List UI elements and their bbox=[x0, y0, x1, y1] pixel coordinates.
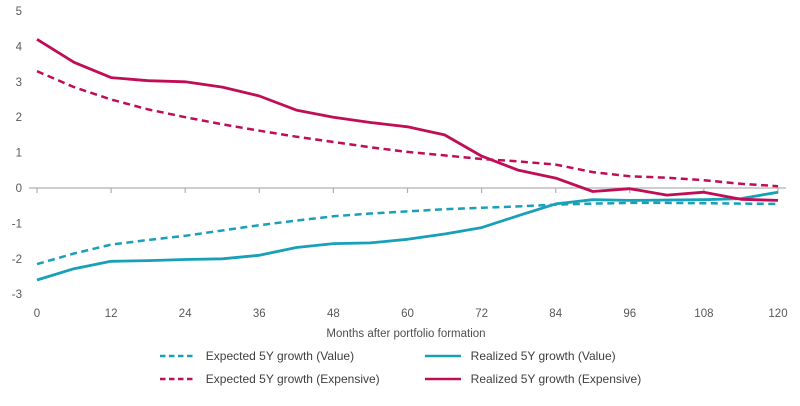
x-axis-tick-label: 24 bbox=[179, 308, 192, 320]
series-line-3 bbox=[36, 38, 779, 202]
y-axis-tick-label: -3 bbox=[12, 289, 22, 301]
x-axis-tick-label: 84 bbox=[549, 308, 562, 320]
legend-solid-line-swatch bbox=[424, 354, 461, 358]
chart-legend: Expected 5Y growth (Value) Realized 5Y gr… bbox=[159, 349, 641, 386]
x-axis-tick-label: 12 bbox=[105, 308, 118, 320]
x-axis-tick-label: 96 bbox=[623, 308, 636, 320]
y-axis-tick-label: 4 bbox=[16, 41, 23, 53]
legend-label: Realized 5Y growth (Expensive) bbox=[470, 372, 642, 386]
series-line-1 bbox=[36, 190, 779, 282]
series-lines bbox=[36, 38, 779, 282]
x-axis-tick-label: 108 bbox=[694, 308, 713, 320]
x-axis-tick-label: 36 bbox=[253, 308, 266, 320]
legend-dashed-line-swatch bbox=[159, 377, 196, 381]
legend-item-3: Realized 5Y growth (Expensive) bbox=[424, 372, 642, 386]
y-axis-tick-label: 5 bbox=[16, 6, 22, 18]
legend-item-2: Expected 5Y growth (Expensive) bbox=[159, 372, 380, 386]
legend-dashed-line-swatch bbox=[159, 354, 196, 358]
y-axis-labels: 5 4 3 2 1 0 -1 -2 -3 bbox=[12, 6, 23, 301]
x-axis-tick-label: 120 bbox=[768, 308, 787, 320]
series-line-0 bbox=[36, 201, 779, 266]
x-axis-tick-label: 60 bbox=[401, 308, 414, 320]
legend-label: Realized 5Y growth (Value) bbox=[470, 349, 616, 363]
y-axis-tick-label: -2 bbox=[12, 254, 22, 266]
legend-item-0: Expected 5Y growth (Value) bbox=[159, 349, 380, 363]
series-line-2 bbox=[36, 70, 779, 188]
x-axis: 0 12 24 36 48 60 72 84 96 108 120 bbox=[29, 187, 788, 320]
y-axis-tick-label: -1 bbox=[12, 218, 22, 230]
x-axis-tick-label: 48 bbox=[327, 308, 340, 320]
y-axis-tick-label: 3 bbox=[16, 77, 22, 89]
legend-label: Expected 5Y growth (Expensive) bbox=[205, 372, 380, 386]
legend-item-1: Realized 5Y growth (Value) bbox=[424, 349, 642, 363]
x-axis-tick-label: 0 bbox=[34, 308, 40, 320]
legend-label: Expected 5Y growth (Value) bbox=[205, 349, 355, 363]
x-axis-tick-label: 72 bbox=[475, 308, 488, 320]
legend-solid-line-swatch bbox=[424, 377, 461, 381]
growth-line-chart: 5 4 3 2 1 0 -1 -2 -3 0 12 24 36 48 60 72 84 96 108 120 Mon… bbox=[12, 6, 788, 340]
y-axis-tick-label: 1 bbox=[16, 148, 22, 160]
y-axis-tick-label: 0 bbox=[16, 183, 22, 195]
x-axis-title: Months after portfolio formation bbox=[326, 328, 485, 340]
y-axis-tick-label: 2 bbox=[16, 112, 22, 124]
